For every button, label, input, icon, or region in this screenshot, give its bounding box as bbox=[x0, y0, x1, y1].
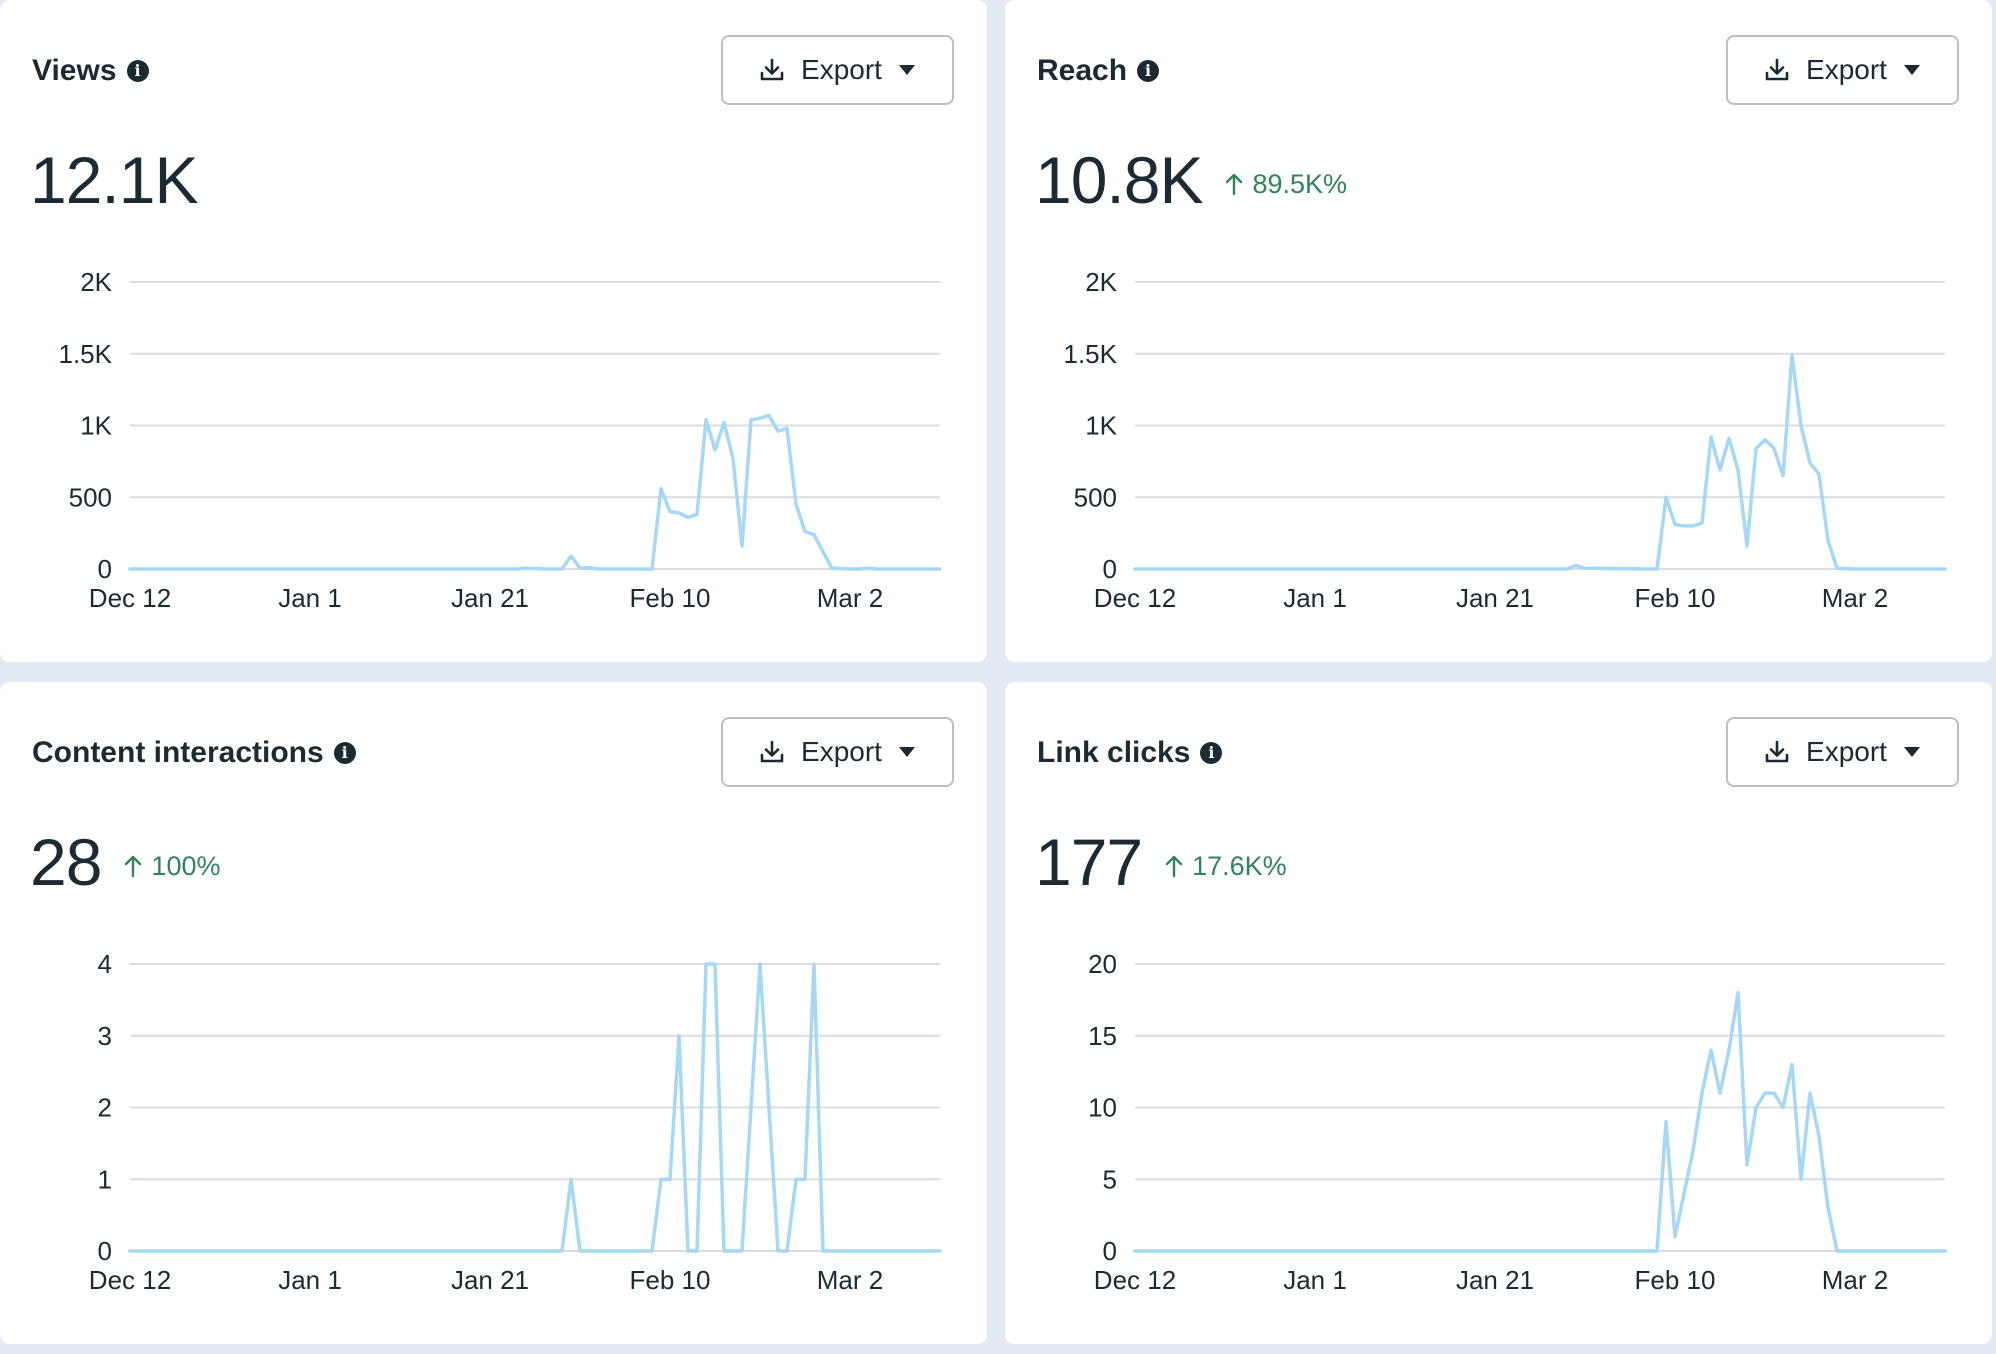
export-button[interactable]: Export bbox=[1726, 717, 1959, 787]
metric-value: 28 bbox=[30, 825, 102, 899]
y-tick-label: 4 bbox=[98, 949, 112, 979]
y-tick-label: 1.5K bbox=[1064, 339, 1118, 369]
y-tick-label: 0 bbox=[98, 1236, 112, 1266]
y-tick-label: 1K bbox=[80, 411, 112, 441]
y-tick-label: 0 bbox=[1103, 554, 1117, 584]
y-tick-label: 5 bbox=[1103, 1164, 1117, 1194]
x-tick-label: Mar 2 bbox=[817, 1265, 883, 1295]
info-icon[interactable]: i bbox=[1137, 60, 1160, 82]
metric-row: 12.1K bbox=[30, 140, 198, 220]
export-button[interactable]: Export bbox=[721, 717, 954, 787]
download-icon bbox=[1765, 58, 1789, 81]
export-label: Export bbox=[801, 736, 882, 767]
metric-row: 177 17.6K% bbox=[1035, 822, 1287, 902]
export-button[interactable]: Export bbox=[721, 35, 954, 105]
export-label: Export bbox=[1806, 54, 1887, 85]
x-tick-label: Mar 2 bbox=[1822, 583, 1888, 613]
metric-change: 100% bbox=[123, 851, 220, 882]
y-tick-label: 0 bbox=[98, 554, 112, 584]
card-title: Views i bbox=[32, 51, 149, 91]
x-tick-label: Mar 2 bbox=[1822, 1265, 1888, 1295]
metric-change: 17.6K% bbox=[1164, 851, 1287, 882]
y-tick-label: 500 bbox=[1074, 482, 1117, 512]
y-tick-label: 3 bbox=[98, 1021, 112, 1051]
y-tick-label: 2K bbox=[80, 267, 112, 297]
x-tick-label: Jan 1 bbox=[278, 583, 342, 613]
x-tick-label: Jan 1 bbox=[278, 1265, 342, 1295]
metric-value: 177 bbox=[1035, 825, 1143, 899]
download-icon bbox=[760, 740, 784, 763]
x-tick-label: Jan 21 bbox=[451, 583, 529, 613]
y-tick-label: 1K bbox=[1085, 411, 1117, 441]
x-tick-label: Feb 10 bbox=[630, 583, 711, 613]
card-title-text: Reach bbox=[1037, 54, 1128, 87]
caret-down-icon bbox=[1903, 65, 1920, 75]
metric-change-text: 89.5K% bbox=[1252, 168, 1348, 199]
export-label: Export bbox=[801, 54, 882, 85]
x-tick-label: Feb 10 bbox=[630, 1265, 711, 1295]
link-clicks-chart: 0 5 10 15 20 Dec 12 Jan 1 Jan 21 Feb 10 Mar 2 bbox=[1088, 949, 1947, 1295]
x-tick-label: Jan 21 bbox=[451, 1265, 529, 1295]
y-tick-label: 20 bbox=[1088, 949, 1117, 979]
metric-row: 10.8K 89.5K% bbox=[1035, 140, 1347, 220]
card-title-text: Content interactions bbox=[32, 736, 324, 769]
x-tick-label: Mar 2 bbox=[817, 583, 883, 613]
x-tick-label: Jan 1 bbox=[1283, 1265, 1347, 1295]
series-line bbox=[1133, 990, 1947, 1253]
x-tick-label: Jan 21 bbox=[1456, 583, 1534, 613]
metric-change-text: 17.6K% bbox=[1192, 850, 1287, 881]
y-tick-label: 500 bbox=[69, 482, 112, 512]
arrow-up-icon bbox=[125, 855, 142, 878]
series-line bbox=[128, 962, 942, 1253]
card-title-text: Views bbox=[32, 54, 117, 87]
download-icon bbox=[760, 58, 784, 81]
arrow-up-icon bbox=[1165, 855, 1183, 878]
arrow-up-icon bbox=[1226, 173, 1243, 196]
info-icon[interactable]: i bbox=[1200, 742, 1223, 764]
x-tick-label: Jan 1 bbox=[1283, 583, 1347, 613]
reach-card: Reach i Export 10.8K 89.5K% 0 500 1K 1.5K 2K… bbox=[1005, 0, 1992, 662]
metric-row: 28 100% bbox=[30, 822, 220, 902]
metric-change: 89.5K% bbox=[1224, 169, 1347, 200]
y-tick-label: 2K bbox=[1085, 267, 1117, 297]
views-chart: 0 500 1K 1.5K 2K Dec 12 Jan 1 Jan 21 Feb 10 Mar 2 bbox=[59, 267, 942, 613]
y-tick-label: 2 bbox=[98, 1093, 112, 1123]
series-line bbox=[128, 413, 942, 571]
caret-down-icon bbox=[898, 747, 915, 757]
download-icon bbox=[1765, 740, 1789, 763]
y-tick-label: 0 bbox=[1103, 1236, 1117, 1266]
caret-down-icon bbox=[898, 65, 915, 75]
x-tick-label: Dec 12 bbox=[1094, 583, 1176, 613]
y-tick-label: 1 bbox=[98, 1164, 112, 1194]
x-tick-label: Jan 21 bbox=[1456, 1265, 1534, 1295]
link-clicks-card: Link clicks i Export 177 17.6K% 0 5 10 15 20… bbox=[1005, 682, 1992, 1344]
info-icon[interactable]: i bbox=[333, 742, 356, 764]
x-tick-label: Feb 10 bbox=[1635, 1265, 1716, 1295]
export-button[interactable]: Export bbox=[1726, 35, 1959, 105]
export-label: Export bbox=[1806, 736, 1887, 767]
card-title: Reach i bbox=[1037, 51, 1160, 91]
metric-value: 10.8K bbox=[1035, 143, 1203, 217]
y-tick-label: 10 bbox=[1088, 1093, 1117, 1123]
caret-down-icon bbox=[1903, 747, 1920, 757]
metric-value: 12.1K bbox=[30, 143, 198, 217]
info-icon[interactable]: i bbox=[126, 60, 149, 82]
x-tick-label: Dec 12 bbox=[1094, 1265, 1176, 1295]
views-card: Views i Export 12.1K 0 500 1K 1.5K 2K Dec 12 J… bbox=[0, 0, 987, 662]
series-line bbox=[1133, 353, 1947, 571]
y-tick-label: 15 bbox=[1088, 1021, 1117, 1051]
x-tick-label: Feb 10 bbox=[1635, 583, 1716, 613]
reach-chart: 0 500 1K 1.5K 2K Dec 12 Jan 1 Jan 21 Feb 10 Mar 2 bbox=[1064, 267, 1947, 613]
content-interactions-chart: 0 1 2 3 4 Dec 12 Jan 1 Jan 21 Feb 10 Mar 2 bbox=[89, 949, 942, 1295]
card-title: Content interactions i bbox=[32, 733, 356, 773]
metric-change-text: 100% bbox=[151, 850, 221, 881]
card-title-text: Link clicks bbox=[1037, 736, 1191, 769]
x-tick-label: Dec 12 bbox=[89, 583, 171, 613]
x-tick-label: Dec 12 bbox=[89, 1265, 171, 1295]
card-title: Link clicks i bbox=[1037, 733, 1223, 773]
y-tick-label: 1.5K bbox=[59, 339, 113, 369]
content-interactions-card: Content interactions i Export 28 100% 0 1… bbox=[0, 682, 987, 1344]
